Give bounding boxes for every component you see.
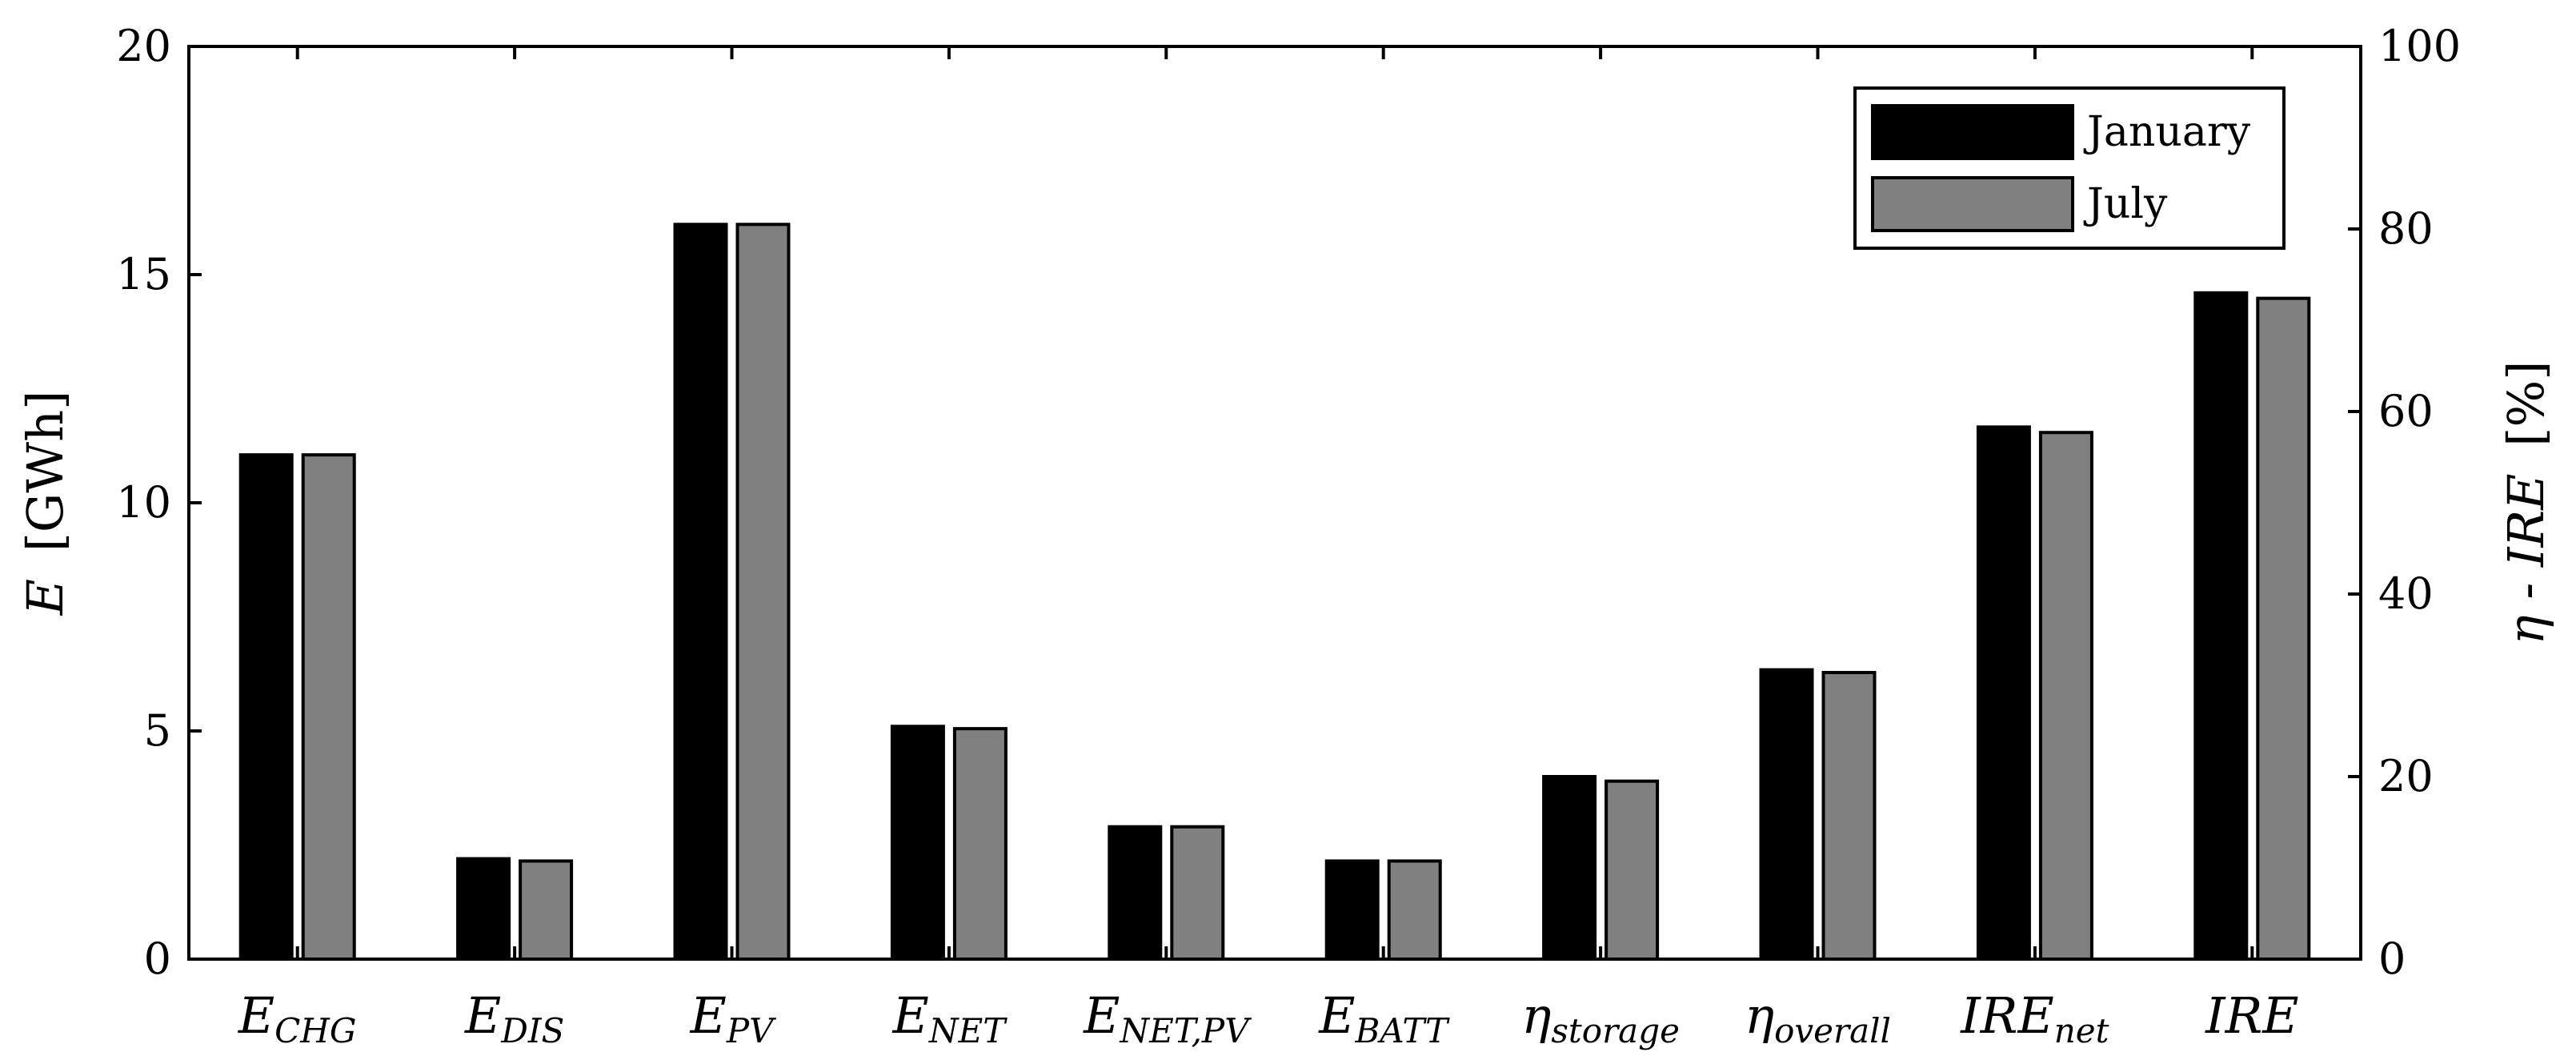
bar-july-9 (2256, 296, 2311, 961)
bar-july-6 (1604, 779, 1660, 962)
bar-january-1 (456, 857, 511, 961)
legend-label-january: January (2083, 108, 2251, 156)
bar-july-1 (519, 859, 574, 961)
bar-january-7 (1759, 668, 1814, 961)
category-label: EDIS (464, 986, 564, 1050)
right-tick-label: 80 (2378, 203, 2434, 254)
legend-swatch-july (1871, 176, 2074, 232)
y-axis-label-right: η - IRE [%] (2497, 361, 2555, 645)
right-axis: 0 20 40 60 80 100 (2348, 21, 2461, 984)
bar-january-5 (1324, 859, 1380, 961)
bar-july-3 (952, 727, 1008, 962)
legend-swatch-january (1871, 104, 2074, 160)
bars-group (238, 223, 2311, 962)
left-tick-label: 5 (144, 705, 171, 756)
left-tick-label: 15 (116, 249, 171, 299)
right-tick-label: 40 (2378, 568, 2434, 619)
bar-january-0 (238, 453, 294, 961)
left-tick-label: 10 (116, 477, 171, 528)
bar-july-0 (301, 453, 356, 961)
x-axis (295, 46, 2254, 959)
y-axis-label-right-symbol: η - IRE (2497, 474, 2555, 645)
left-tick-label: 20 (116, 21, 171, 71)
x-tick-labels: ECHG EDIS EPV ENET ENET,PV EBATT ηstorage ηover… (238, 986, 2299, 1050)
bar-january-6 (1542, 775, 1597, 961)
category-label: ECHG (238, 986, 357, 1050)
legend-label-july: July (2083, 180, 2168, 228)
category-label: IRE (2205, 986, 2298, 1045)
category-label: ENET,PV (1083, 986, 1252, 1050)
bar-january-2 (673, 223, 728, 961)
y-axis-label-left-unit: [GWh] (16, 391, 74, 552)
bar-january-4 (1108, 825, 1163, 961)
category-label: ηoverall (1745, 986, 1891, 1050)
category-label: EBATT (1318, 986, 1450, 1050)
right-tick-label: 0 (2378, 934, 2406, 984)
y-axis-label-right-unit: [%] (2497, 361, 2555, 447)
bar-july-8 (2038, 431, 2093, 961)
bar-july-4 (1170, 825, 1225, 961)
category-label: IREnet (1960, 986, 2109, 1050)
legend: January July (1853, 86, 2286, 250)
category-label: ηstorage (1521, 986, 1680, 1050)
bar-january-3 (890, 725, 945, 961)
category-label: ENET (892, 986, 1008, 1050)
category-label: EPV (690, 986, 777, 1050)
bar-january-9 (2193, 291, 2249, 961)
bar-july-2 (735, 223, 791, 961)
bar-july-7 (1821, 671, 1877, 961)
bar-july-5 (1387, 859, 1442, 961)
left-axis: 0 5 10 15 20 (116, 21, 202, 984)
y-axis-label-left-symbol: E (16, 579, 74, 616)
bar-january-8 (1976, 425, 2031, 961)
right-tick-label: 100 (2378, 21, 2461, 71)
left-tick-label: 0 (144, 934, 171, 984)
y-axis-label-left: E [GWh] (16, 391, 74, 616)
right-tick-label: 60 (2378, 386, 2434, 436)
right-tick-label: 20 (2378, 751, 2434, 801)
